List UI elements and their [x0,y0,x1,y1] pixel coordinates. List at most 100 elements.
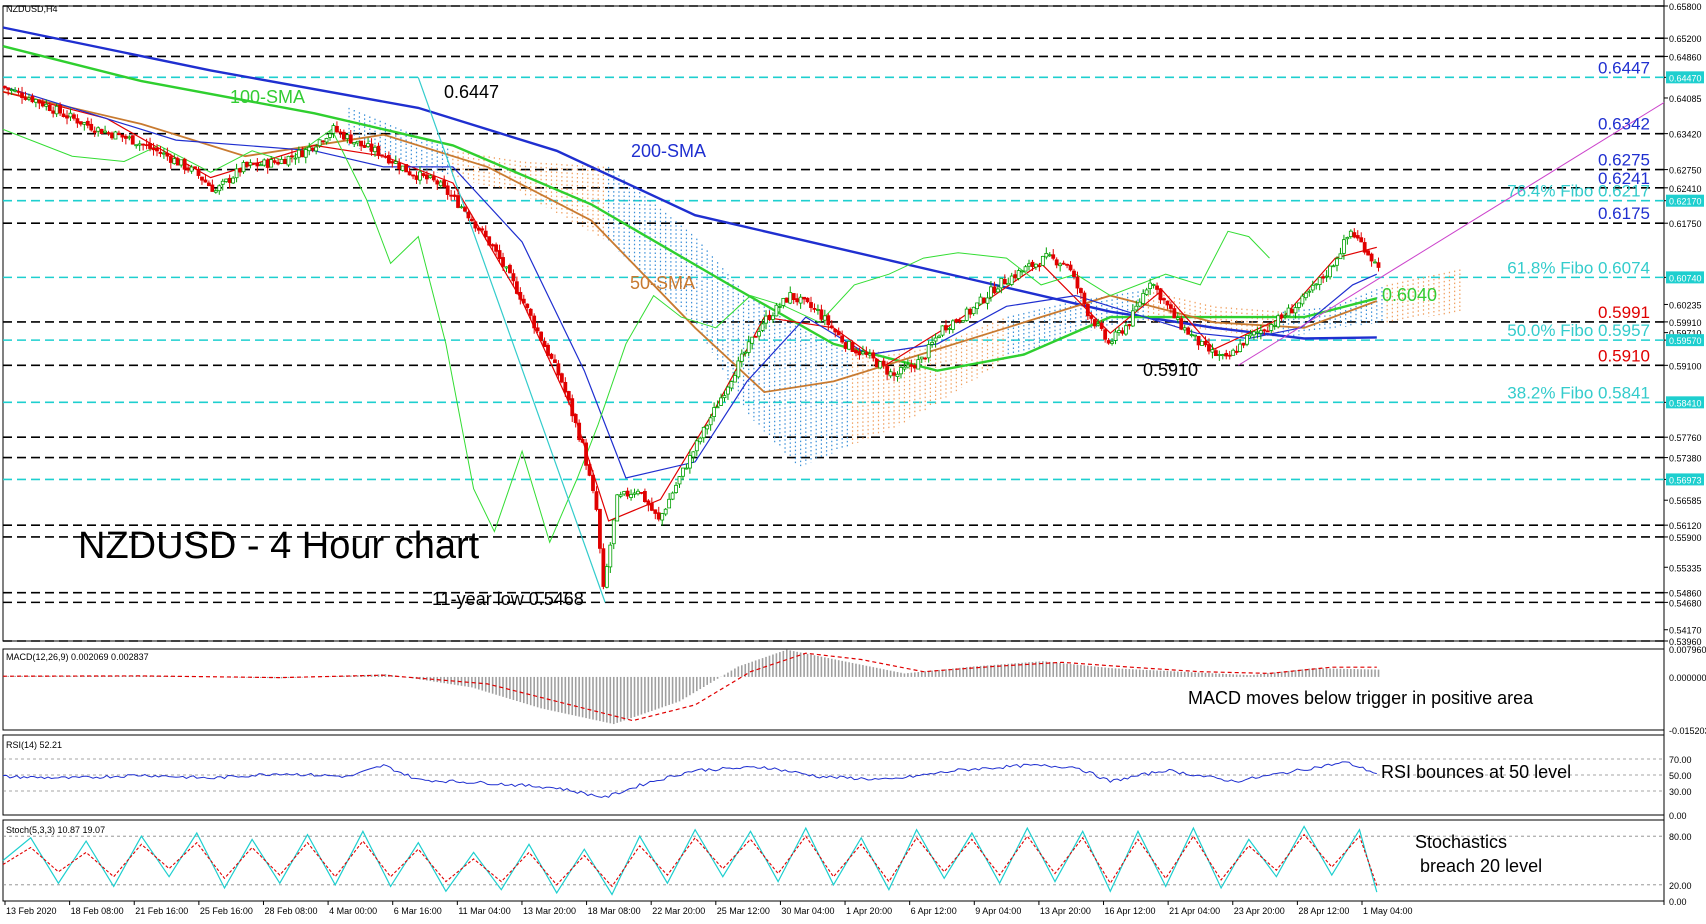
candle-body [217,185,222,192]
candle-body [414,175,419,180]
candle-body [348,134,353,144]
candle-body [54,105,59,115]
candle-body [608,544,613,568]
candle-body [598,508,602,549]
candle-body [992,286,997,294]
candle-body [182,158,187,170]
candle-body [899,367,903,375]
candle-body [805,297,810,303]
candle-body [1006,282,1011,286]
candle-body [535,327,540,332]
candle-body [103,130,107,133]
candle-body [584,442,588,466]
candle-body [840,335,845,343]
stoch-d-line [2,833,1378,888]
candle-body [428,175,433,179]
candle-body [1220,354,1225,356]
candle-body [144,144,149,147]
candle-body [286,155,291,166]
price-tick-label: 0.54680 [1669,598,1702,608]
candle-body [1148,282,1153,289]
candle-body [867,353,872,356]
candle-body [861,351,865,355]
stoch-tick-label: 0.00 [1669,897,1687,907]
candles [2,85,1381,590]
candle-body [1373,261,1377,264]
candle-body [1155,285,1159,290]
candle-body [1186,327,1191,335]
support-trendline [1238,102,1665,366]
time-tick-label: 1 Apr 20:00 [846,906,892,916]
candle-body [1158,288,1163,301]
level-label: 61.8% Fibo 0.6074 [1507,258,1650,277]
candle-body [1002,279,1007,285]
candle-body [355,140,360,144]
candle-body [1376,262,1381,268]
candle-body [809,302,813,308]
candle-body [501,257,505,267]
time-tick-label: 18 Feb 08:00 [71,906,124,916]
candle-body [480,228,485,231]
candle-body [511,273,516,282]
candle-body [864,352,869,355]
candle-body [504,266,509,269]
time-tick-label: 25 Feb 16:00 [200,906,253,916]
candle-body [784,297,789,303]
candle-body [130,135,135,145]
candle-body [757,331,762,337]
candle-body [1307,290,1312,293]
candle-body [885,366,890,375]
stoch-annotation-line1: Stochastics [1415,832,1507,852]
candle-body [795,298,800,303]
candle-body [944,325,948,331]
candle-body [826,315,831,326]
candle-body [926,344,931,359]
candle-body [674,484,678,493]
chart-annotation: 0.6040 [1382,285,1437,305]
level-label: 0.5910 [1598,346,1650,365]
candle-body [1248,333,1253,337]
sub-indicators: 0.007960 0.000000 -0.015203 70.00 50.00 30.00… [2,645,1706,907]
candle-body [276,161,281,165]
candle-body [1303,292,1308,299]
candle-body [61,113,66,118]
candle-body [1224,352,1229,357]
stoch-k-line [2,825,1378,896]
candle-body [656,512,661,520]
candle-body [494,244,499,252]
candle-body [1099,323,1104,329]
candle-body [1085,303,1090,317]
price-tick-label: 0.54860 [1669,589,1702,599]
candle-body [1079,288,1083,294]
candle-body [459,206,464,209]
stoch-tick-label: 80.00 [1669,832,1692,842]
candle-body [670,492,675,500]
candle-body [999,277,1004,289]
candle-body [871,352,876,359]
candle-body [1193,334,1198,337]
candle-body [366,143,370,147]
candle-body [137,143,142,146]
candle-body [694,440,699,452]
candle-body [964,308,969,321]
candle-body [1051,254,1056,259]
candle-body [954,319,959,322]
candle-body [269,159,274,168]
candle-body [373,146,377,153]
candle-body [30,95,35,103]
candle-body [1027,263,1031,267]
candle-body [1293,307,1298,314]
candle-body [6,87,11,91]
candle-body [1207,344,1211,352]
candle-body [1269,324,1274,331]
candle-body [27,97,31,100]
candle-body [850,341,855,352]
candle-body [729,381,734,389]
candle-body [82,122,87,125]
candle-body [961,320,966,323]
candle-body [65,115,69,119]
macd-annotation: MACD moves below trigger in positive are… [1188,688,1534,708]
candle-body [715,406,720,409]
candle-body [971,306,976,315]
